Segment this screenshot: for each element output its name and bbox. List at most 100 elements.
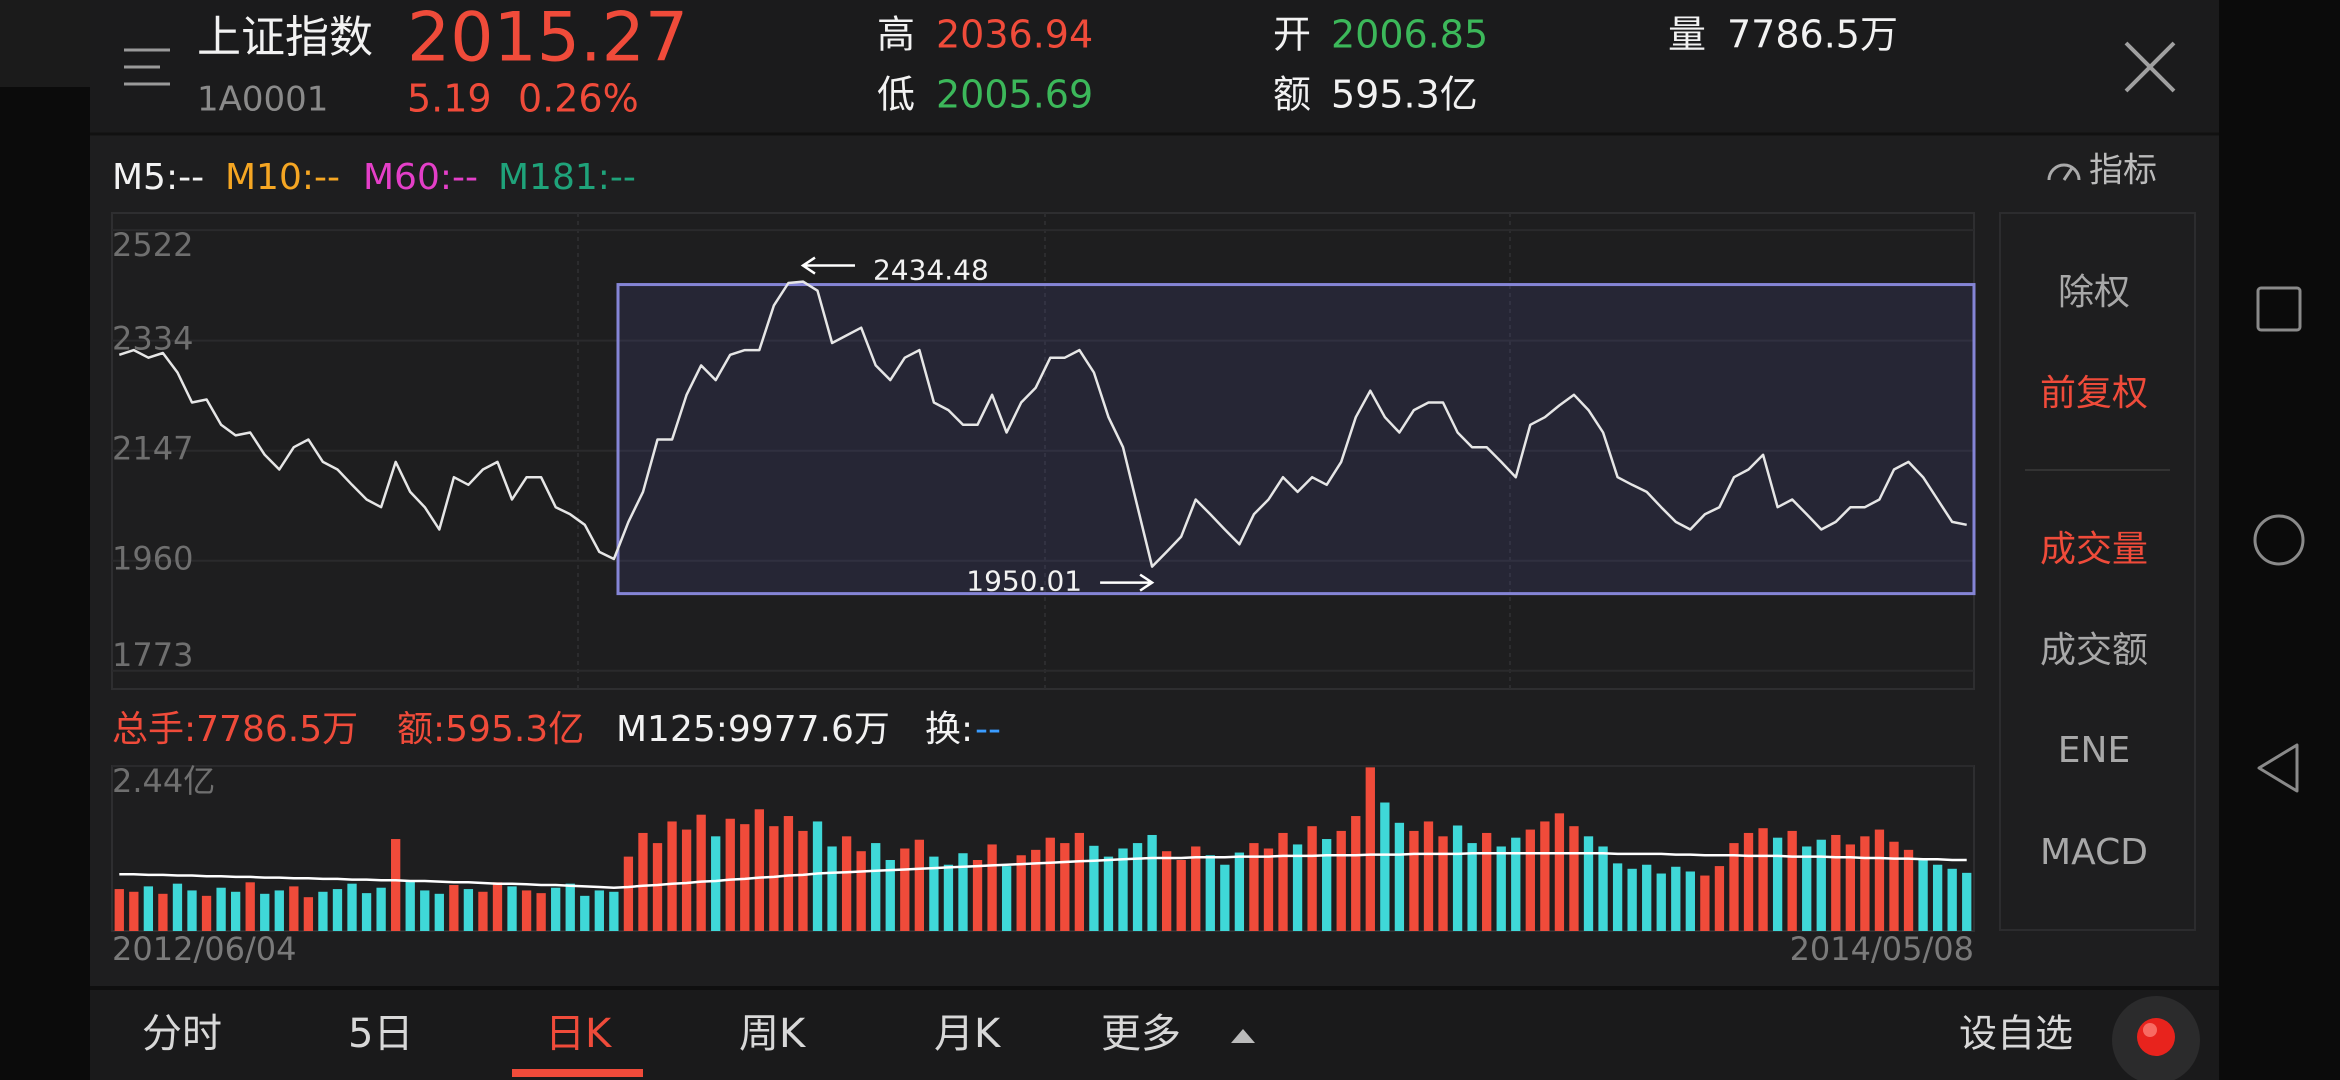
menu-icon[interactable] [124, 48, 170, 86]
volume-bar [187, 890, 197, 931]
volume-bar [987, 844, 997, 931]
indicator-m10: M10:-- [225, 157, 340, 198]
volume-chart: 2.44亿 2012/06/04 2014/05/08 [112, 762, 1974, 968]
volume-bar [1787, 830, 1797, 931]
volume-bar [711, 836, 721, 931]
volume-amount: 额:595.3亿 [397, 709, 584, 750]
volume-bar [725, 818, 735, 931]
stat-value: 2006.85 [1331, 13, 1488, 57]
volume-bar [449, 885, 459, 931]
volume-bar [827, 846, 837, 931]
volume-bar [1903, 849, 1914, 931]
volume-bar [478, 891, 488, 931]
side-menu-item[interactable]: ENE [2058, 730, 2130, 771]
volume-bar [143, 886, 154, 931]
volume-bar [972, 859, 983, 931]
stat-label: 开 [1273, 13, 1311, 57]
volume-bar [289, 886, 299, 931]
volume-bar [1234, 852, 1245, 931]
nav-bar [2219, 0, 2340, 1080]
volume-bar [1161, 851, 1172, 931]
tab[interactable]: 月K [934, 1011, 1002, 1057]
side-menu-item[interactable]: 成交额 [2040, 630, 2148, 671]
volume-bar [1860, 836, 1870, 931]
volume-bar [900, 848, 910, 931]
volume-bar [1496, 846, 1506, 931]
x-tick-label: 2012/06/04 [112, 930, 296, 968]
tab[interactable]: 周K [739, 1011, 807, 1057]
range-box [616, 283, 1976, 596]
volume-bar [1831, 834, 1841, 931]
volume-bar [1642, 864, 1652, 931]
volume-bar [1031, 849, 1041, 931]
volume-bar [812, 821, 823, 931]
volume-bar [667, 821, 677, 931]
side-menu-item[interactable]: 前复权 [2040, 373, 2148, 414]
price-line [118, 280, 1967, 568]
volume-bar [1700, 875, 1710, 931]
nav-back[interactable] [2257, 743, 2299, 793]
side-menu-item[interactable]: MACD [2040, 832, 2148, 873]
volume-bar [1889, 841, 1899, 931]
float-button-dot [2137, 1018, 2175, 1056]
side-menu-item[interactable]: 成交量 [2040, 529, 2148, 570]
close-button[interactable] [2124, 41, 2176, 93]
stat-value: 2036.94 [936, 13, 1093, 57]
volume-bar [1249, 843, 1259, 931]
side-menu-item[interactable]: 除权 [2058, 272, 2130, 313]
volume-bar [1307, 826, 1317, 931]
volume-bar [1627, 868, 1637, 931]
indicator-m181: M181:-- [498, 157, 636, 198]
tab[interactable]: 更多 [1101, 1011, 1181, 1057]
volume-bar [1671, 866, 1681, 931]
y-tick-label: 2522 [112, 226, 193, 264]
float-button-shine [2143, 1023, 2157, 1037]
volume-bar [1205, 855, 1215, 931]
tab-active[interactable]: 日K [545, 1011, 613, 1057]
volume-bar [420, 890, 430, 931]
volume-bar [1612, 863, 1623, 931]
tab[interactable]: 5日 [348, 1011, 413, 1057]
volume-bar [391, 839, 401, 931]
stat-label: 高 [877, 13, 915, 57]
stock-name: 上证指数 [197, 12, 373, 63]
volume-bar [158, 893, 168, 931]
float-button[interactable] [2112, 996, 2200, 1080]
volume-bar [1452, 825, 1463, 931]
volume-bar [1918, 859, 1928, 931]
status-corner [0, 0, 90, 87]
indicator-button[interactable]: 指标 [2047, 151, 2157, 191]
gauge-needle [2062, 167, 2074, 181]
volume-bar [1103, 856, 1114, 931]
volume-bar [1583, 836, 1594, 931]
volume-bar [1598, 846, 1608, 931]
volume-bar [623, 856, 634, 931]
volume-bar [1467, 843, 1477, 931]
tab-bar [90, 988, 2219, 1080]
nav-recents[interactable] [2256, 286, 2302, 332]
add-watch[interactable]: 设自选 [1959, 1012, 2073, 1056]
volume-bar [492, 882, 503, 931]
tab[interactable]: 分时 [142, 1011, 222, 1057]
volume-bar [1118, 848, 1128, 931]
nav-home[interactable] [2253, 514, 2305, 566]
stat-label: 额 [1273, 73, 1311, 117]
volume-bar [332, 889, 343, 931]
low-label: 1950.01 [966, 565, 1082, 598]
volume-bar [914, 839, 925, 931]
volume-bar [594, 890, 604, 931]
volume-bar [1685, 871, 1695, 931]
more-arrow [1231, 1029, 1255, 1043]
volume-bar [521, 890, 532, 931]
volume-bar [1525, 829, 1535, 931]
price-change: 5.19 [407, 77, 492, 121]
volume-bar [958, 853, 968, 931]
volume-bar [740, 824, 750, 931]
volume-bar [856, 851, 866, 931]
tab-underline [512, 1069, 643, 1077]
stat-label: 量 [1668, 13, 1706, 57]
volume-bar [1060, 843, 1070, 931]
stat-value: 595.3亿 [1331, 73, 1478, 117]
volume-ma: M125:9977.6万 [616, 709, 890, 750]
volume-bar [652, 843, 663, 931]
